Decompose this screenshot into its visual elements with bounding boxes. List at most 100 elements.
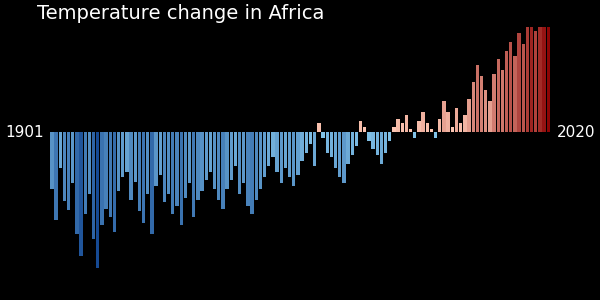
Bar [547,0,550,132]
Bar [380,132,383,164]
Bar [263,132,266,178]
Bar [309,132,312,144]
Bar [472,82,475,132]
Bar [397,119,400,132]
Bar [109,132,112,217]
Bar [104,132,108,209]
Bar [501,70,504,132]
Bar [205,132,208,180]
Bar [413,132,416,138]
Bar [158,132,162,175]
Bar [463,116,467,132]
Bar [117,132,120,191]
Bar [417,121,421,132]
Bar [526,25,529,132]
Bar [125,132,128,172]
Bar [355,132,358,146]
Bar [480,76,483,132]
Bar [134,132,137,182]
Bar [484,89,487,132]
Bar [226,132,229,189]
Bar [59,132,62,168]
Bar [384,132,387,153]
Bar [130,132,133,200]
Bar [83,132,87,214]
Bar [79,132,83,256]
Bar [401,123,404,132]
Bar [151,132,154,234]
Bar [250,132,254,214]
Bar [275,132,279,172]
Bar [517,33,521,132]
Bar [392,127,395,132]
Text: Temperature change in Africa: Temperature change in Africa [37,4,325,23]
Bar [146,132,149,194]
Bar [326,132,329,153]
Bar [521,44,525,132]
Bar [267,132,271,166]
Bar [113,132,116,232]
Bar [371,132,375,149]
Bar [75,132,79,234]
Text: 1901: 1901 [5,125,44,140]
Bar [421,112,425,132]
Bar [451,127,454,132]
Bar [246,132,250,206]
Bar [334,132,337,168]
Bar [530,8,533,132]
Bar [92,132,95,239]
Bar [154,132,158,187]
Bar [138,132,141,211]
Bar [221,132,224,209]
Bar [446,112,450,132]
Bar [242,132,245,183]
Bar [63,132,66,201]
Bar [301,132,304,161]
Bar [234,132,237,166]
Bar [459,123,463,132]
Bar [188,132,191,183]
Bar [434,132,437,138]
Bar [338,132,341,178]
Bar [350,132,354,155]
Bar [121,132,124,178]
Bar [497,59,500,132]
Bar [296,132,299,175]
Bar [493,74,496,132]
Bar [196,132,200,200]
Bar [405,116,408,132]
Bar [488,101,491,132]
Bar [71,132,74,183]
Bar [322,132,325,138]
Bar [513,56,517,132]
Bar [438,119,442,132]
Bar [175,132,179,206]
Bar [288,132,292,178]
Bar [505,51,508,132]
Bar [163,132,166,202]
Bar [367,132,371,141]
Bar [55,132,58,220]
Bar [50,132,53,189]
Bar [67,132,70,210]
Bar [200,132,204,191]
Bar [359,121,362,132]
Bar [538,14,542,132]
Bar [305,132,308,153]
Bar [476,65,479,132]
Bar [238,132,241,194]
Bar [284,132,287,168]
Bar [230,132,233,180]
Bar [171,132,175,214]
Bar [88,132,91,194]
Bar [292,132,295,187]
Bar [254,132,258,200]
Bar [376,132,379,155]
Bar [455,107,458,132]
Bar [430,129,433,132]
Bar [388,132,391,141]
Bar [534,31,538,132]
Bar [142,132,145,223]
Bar [179,132,183,225]
Bar [184,132,187,198]
